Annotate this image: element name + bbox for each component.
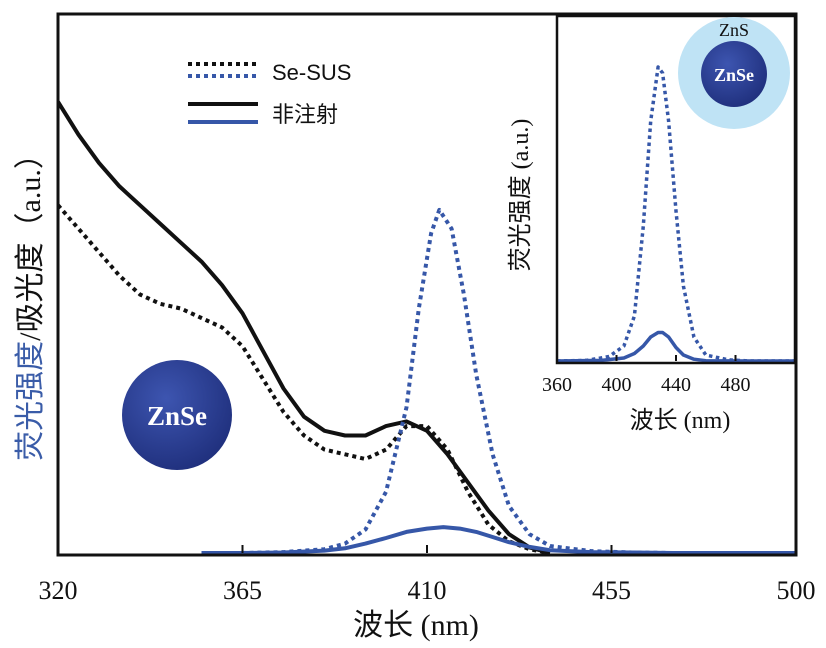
main-series-non-injection-absorbance xyxy=(58,100,551,555)
inset-x-axis-label: 波长 (nm) xyxy=(630,407,731,434)
main-x-tick-label: 365 xyxy=(223,576,262,605)
main-x-tick-label: 500 xyxy=(777,576,816,605)
main-y-axis-label-absorbance: /吸光度（a.u.） xyxy=(14,139,47,341)
znse-core-label: ZnSe xyxy=(714,65,754,85)
inset-series-non-injection xyxy=(557,330,795,363)
svg-text:荧光强度/吸光度（a.u.）: 荧光强度/吸光度（a.u.） xyxy=(14,139,47,461)
legend-entry-non-injection: 非注射 xyxy=(188,102,338,127)
main-x-axis-label: 波长 (nm) xyxy=(353,609,479,642)
inset-x-tick-label: 400 xyxy=(602,374,632,396)
main-series-se-sus-absorbance xyxy=(58,203,551,555)
inset-series-layer xyxy=(557,65,795,363)
inset-plot-frame xyxy=(555,14,797,365)
inset-y-axis-label: 荧光强度 (a.u.) xyxy=(507,119,534,272)
inset-series-se-sus xyxy=(557,65,795,363)
main-series-layer xyxy=(58,100,796,555)
legend-label-non-injection: 非注射 xyxy=(272,102,338,127)
inset-x-ticks: 360 400 440 480 xyxy=(542,355,751,396)
main-y-axis-label: 荧光强度/吸光度（a.u.） xyxy=(14,139,47,461)
core-shell-particle: ZnS ZnSe xyxy=(678,17,790,129)
main-x-tick-label: 410 xyxy=(408,576,447,605)
legend-label-se-sus: Se-SUS xyxy=(272,60,351,85)
inset-panel: 360 400 440 480 波长 (nm) 荧光强度 (a.u.) ZnS ZnS… xyxy=(507,14,797,434)
inset-x-tick-label: 480 xyxy=(721,374,751,396)
znse-particle-circle xyxy=(122,360,232,470)
inset-x-tick-label: 360 xyxy=(542,374,572,396)
main-series-non-injection-fluorescence xyxy=(201,525,796,555)
main-y-axis-label-fluorescence: 荧光强度 xyxy=(14,341,47,461)
znse-particle: ZnSe xyxy=(122,360,232,470)
legend: Se-SUS 非注射 xyxy=(188,60,351,127)
main-plot-area: 320 365 410 455 500 xyxy=(39,12,816,605)
legend-entry-se-sus: Se-SUS xyxy=(188,60,351,85)
znse-core-circle xyxy=(701,41,767,107)
inset-x-tick-label: 440 xyxy=(661,374,691,396)
znse-particle-label: ZnSe xyxy=(147,401,207,431)
main-x-tick-label: 320 xyxy=(39,576,78,605)
zns-shell-label: ZnS xyxy=(719,20,749,40)
main-x-tick-label: 455 xyxy=(592,576,631,605)
main-x-ticks: 320 365 410 455 500 xyxy=(39,545,816,605)
